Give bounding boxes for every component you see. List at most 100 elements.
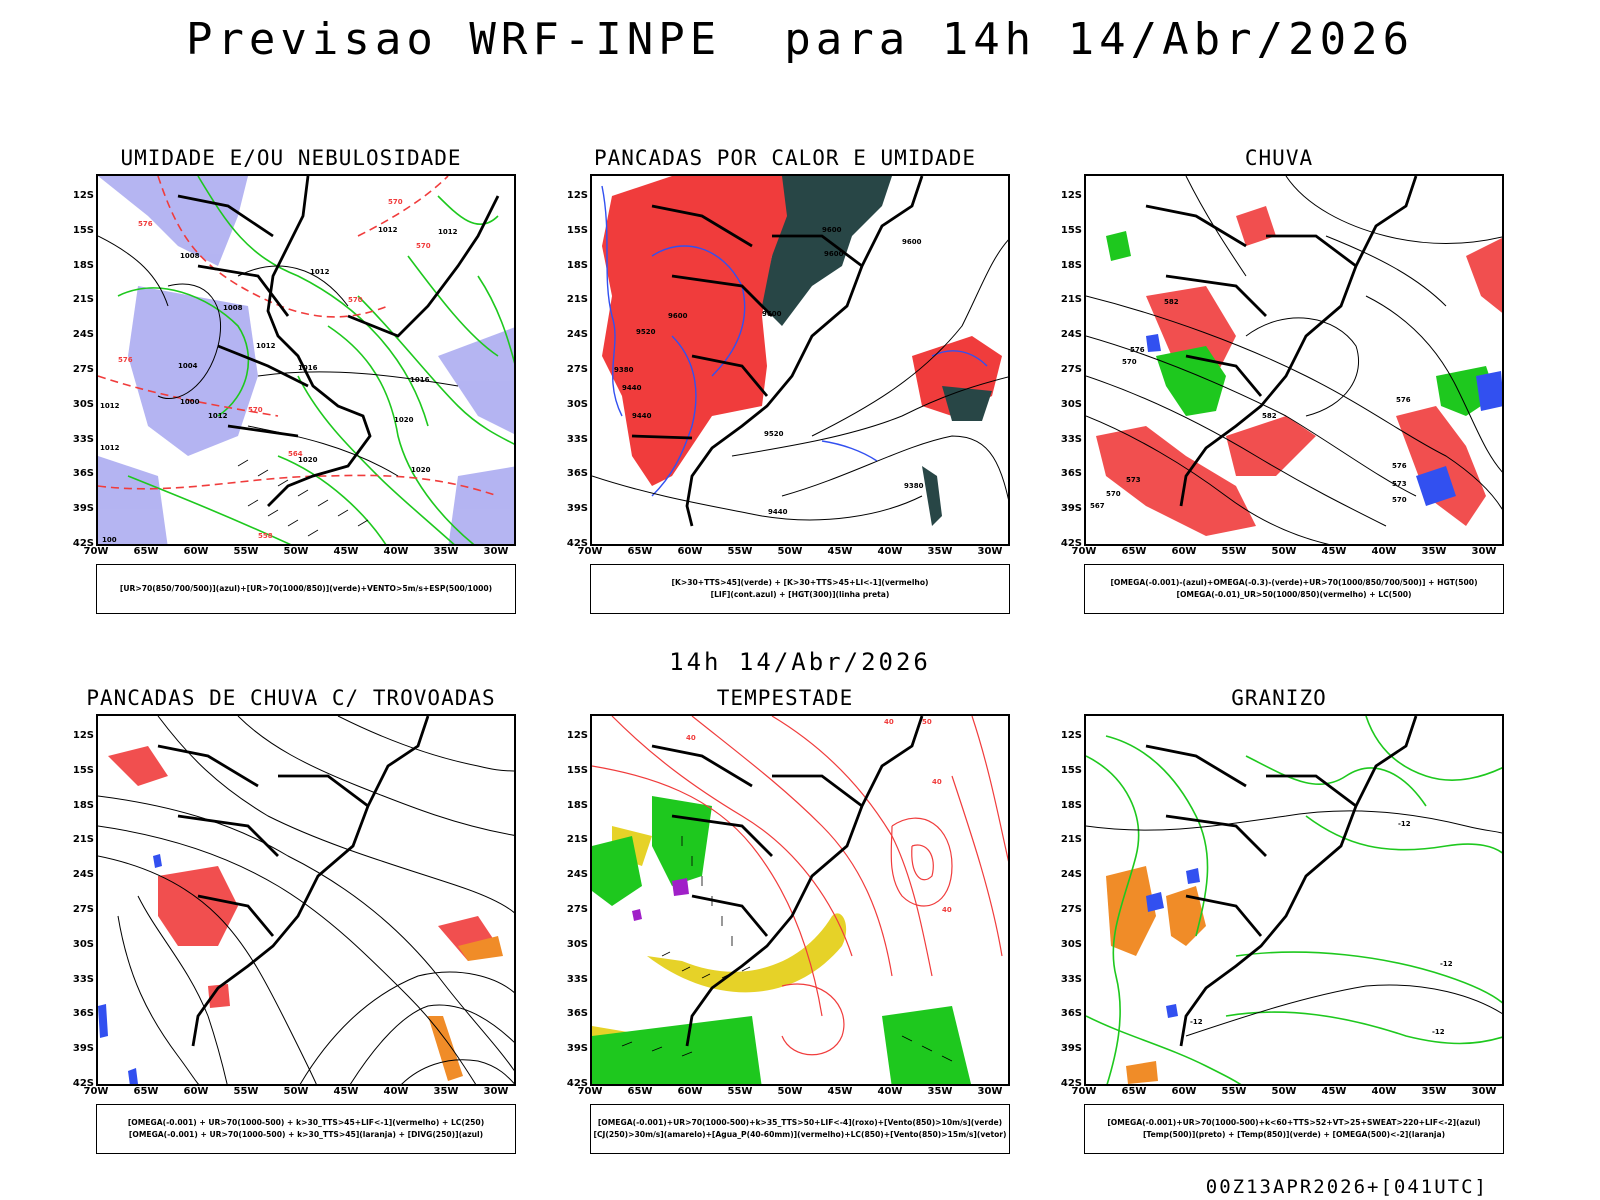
contour-label: 40 bbox=[686, 734, 696, 742]
contour-label: -12 bbox=[1190, 1018, 1203, 1026]
map-chuva: 582 576 570 576 573 570 567 582 576 573 … bbox=[1084, 174, 1504, 546]
lon-tick-label: 35W bbox=[927, 546, 953, 557]
contour-label: 570 bbox=[388, 198, 403, 206]
lon-tick-label: 60W bbox=[677, 1086, 703, 1097]
lat-tick-label: 42S bbox=[566, 1078, 588, 1089]
contour-label: 9440 bbox=[622, 384, 642, 392]
contour-label: 1004 bbox=[178, 362, 198, 370]
contour-label: 1012 bbox=[438, 228, 458, 236]
lat-tick-label: 36S bbox=[566, 468, 588, 480]
lon-tick-label: 65W bbox=[133, 1086, 159, 1097]
panel-legend: [OMEGA(-0.001)-(azul)+OMEGA(-0.3)-(verde… bbox=[1084, 564, 1504, 614]
lon-tick-label: 35W bbox=[433, 546, 459, 557]
red-rain-areas bbox=[1096, 206, 1502, 536]
hgt300-contours bbox=[592, 239, 1008, 521]
contour-label: 9520 bbox=[764, 430, 784, 438]
lon-tick-label: 30W bbox=[977, 546, 1003, 557]
lon-tick-label: 45W bbox=[333, 1086, 359, 1097]
lon-tick-label: 60W bbox=[183, 1086, 209, 1097]
lavender-humidity-areas bbox=[98, 176, 514, 544]
blue-rain-areas bbox=[1146, 334, 1502, 506]
panel-pancadas-calor: PANCADAS POR CALOR E UMIDADE bbox=[550, 146, 1020, 636]
contour-label: 1012 bbox=[208, 412, 228, 420]
contour-label: 582 bbox=[1262, 412, 1277, 420]
lat-tick-label: 24S bbox=[1060, 329, 1082, 341]
green-temp850-contours bbox=[1086, 716, 1502, 1084]
lat-tick-label: 15S bbox=[72, 224, 94, 236]
lon-tick-label: 55W bbox=[233, 546, 259, 557]
lat-tick-label: 18S bbox=[72, 259, 94, 271]
lat-tick-label: 24S bbox=[1060, 869, 1082, 881]
lon-tick-label: 65W bbox=[627, 1086, 653, 1097]
legend-line: [LIF](cont.azul) + [HGT(300)](linha pret… bbox=[710, 590, 890, 599]
contour-label: 570 bbox=[1106, 490, 1121, 498]
lat-tick-label: 18S bbox=[566, 259, 588, 271]
contour-label: 1012 bbox=[310, 268, 330, 276]
coastline-borders bbox=[157, 716, 430, 1047]
pressure-isobars bbox=[98, 235, 459, 477]
blue-hail-areas bbox=[1146, 868, 1200, 1018]
lat-tick-label: 36S bbox=[72, 1008, 94, 1020]
lat-tick-label: 42S bbox=[72, 538, 94, 549]
lon-tick-label: 70W bbox=[83, 546, 109, 557]
contour-label: 1012 bbox=[378, 226, 398, 234]
panel-title: PANCADAS DE CHUVA C/ TROVOADAS bbox=[86, 686, 496, 710]
contour-label: 1012 bbox=[256, 342, 276, 350]
orange-storm-areas bbox=[428, 936, 503, 1081]
panel-tempestade: TEMPESTADE bbox=[550, 686, 1020, 1176]
contour-label: 1000 bbox=[180, 398, 200, 406]
blue-divergence-areas bbox=[98, 854, 162, 1084]
panel-title: CHUVA bbox=[1244, 146, 1314, 170]
lat-tick-label: 18S bbox=[566, 799, 588, 811]
lat-tick-label: 39S bbox=[1060, 503, 1082, 515]
lat-tick-label: 39S bbox=[566, 503, 588, 515]
streamlines bbox=[98, 716, 514, 1084]
contour-label: 564 bbox=[288, 450, 303, 458]
subtitle: 14h 14/Abr/2026 bbox=[669, 648, 931, 676]
contour-label: 40 bbox=[884, 718, 894, 726]
lon-tick-label: 30W bbox=[483, 1086, 509, 1097]
panel-legend: [OMEGA(-0.001)+UR>70(1000-500)+k>35_TTS>… bbox=[590, 1104, 1010, 1154]
contour-label: 100 bbox=[102, 536, 117, 544]
legend-line: [OMEGA(-0.01)_UR>50(1000/850)(vermelho) … bbox=[1176, 590, 1412, 599]
lat-tick-label: 36S bbox=[566, 1008, 588, 1020]
lat-tick-label: 15S bbox=[566, 224, 588, 236]
lat-tick-label: 21S bbox=[566, 834, 588, 846]
page-title: Previsao WRF-INPE para 14h 14/Abr/2026 bbox=[185, 14, 1415, 65]
lat-tick-label: 27S bbox=[72, 904, 94, 915]
legend-line: [OMEGA(-0.001) + UR>70(1000-500) + k>30_… bbox=[128, 1130, 484, 1139]
map-umidade-svg bbox=[98, 176, 514, 544]
map-pancadas-calor: 9600 9600 9600 9520 9600 9600 9440 9380 … bbox=[590, 174, 1010, 546]
contour-label: -12 bbox=[1398, 820, 1411, 828]
legend-line: [OMEGA(-0.001) + UR>70(1000-500) + k>30_… bbox=[127, 1118, 485, 1127]
lat-tick-label: 27S bbox=[566, 904, 588, 915]
contour-label: 582 bbox=[1164, 298, 1179, 306]
lat-tick-label: 30S bbox=[72, 938, 94, 950]
lon-tick-label: 65W bbox=[1121, 546, 1147, 557]
contour-label: -12 bbox=[1440, 960, 1453, 968]
lon-tick-label: 60W bbox=[1171, 546, 1197, 557]
lon-tick-label: 60W bbox=[1171, 1086, 1197, 1097]
lat-tick-label: 33S bbox=[1060, 433, 1082, 445]
purple-severe-areas bbox=[632, 878, 689, 921]
map-umidade: 1012 1012 1008 1012 1008 1012 1004 1000 … bbox=[96, 174, 516, 546]
panel-umidade: UMIDADE E/OU NEBULOSIDADE bbox=[56, 146, 526, 636]
contour-label: 9440 bbox=[632, 412, 652, 420]
lon-tick-label: 55W bbox=[727, 546, 753, 557]
lat-tick-label: 18S bbox=[1060, 799, 1082, 811]
lon-tick-label: 70W bbox=[1071, 546, 1097, 557]
lat-tick-label: 30S bbox=[1060, 938, 1082, 950]
contour-label: 9440 bbox=[768, 508, 788, 516]
contour-label: 40 bbox=[932, 778, 942, 786]
lat-tick-label: 33S bbox=[72, 973, 94, 985]
contour-label: 9600 bbox=[824, 250, 844, 258]
lat-tick-label: 15S bbox=[72, 764, 94, 776]
lon-tick-label: 30W bbox=[977, 1086, 1003, 1097]
lat-tick-label: 39S bbox=[1060, 1043, 1082, 1055]
panel-title: PANCADAS POR CALOR E UMIDADE bbox=[593, 146, 976, 170]
contour-label: 1016 bbox=[410, 376, 430, 384]
lon-tick-label: 40W bbox=[1371, 1086, 1397, 1097]
contour-label: 558 bbox=[258, 532, 273, 540]
lon-tick-label: 70W bbox=[577, 1086, 603, 1097]
panel-chuva: CHUVA bbox=[1044, 146, 1514, 636]
